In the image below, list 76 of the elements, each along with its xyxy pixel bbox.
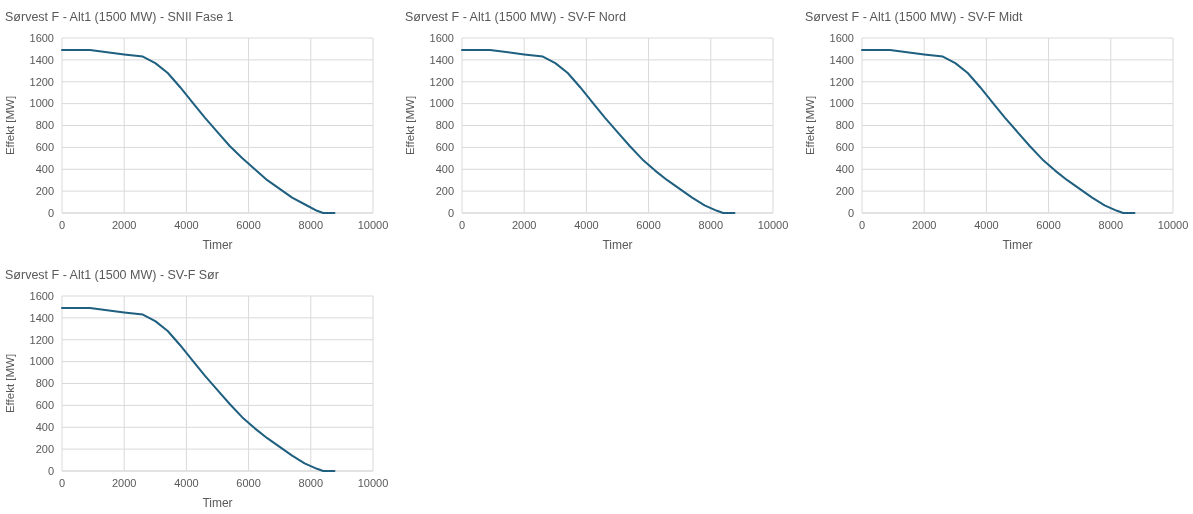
x-tick-label: 2000 (911, 219, 937, 231)
chart-title: Sørvest F - Alt1 (1500 MW) - SV-F Nord (405, 10, 626, 24)
y-tick-label: 1200 (29, 333, 54, 346)
x-axis-title: Timer (202, 496, 233, 510)
y-tick-label: 1400 (429, 53, 454, 66)
y-tick-label: 200 (35, 442, 54, 455)
y-tick-label: 0 (847, 206, 854, 219)
x-tick-label: 0 (458, 219, 466, 231)
y-axis-title: Effekt [MW] (4, 353, 16, 414)
x-tick-label: 6000 (1036, 219, 1061, 231)
y-tick-label: 400 (35, 163, 54, 176)
x-axis-title: Timer (202, 238, 233, 252)
x-tick-label: 4000 (174, 477, 199, 489)
y-tick-label: 800 (835, 119, 854, 132)
chart-title: Sørvest F - Alt1 (1500 MW) - SV-F Midt (805, 10, 1023, 24)
y-tick-label: 200 (435, 184, 454, 197)
y-tick-label: 200 (35, 184, 54, 197)
y-tick-label: 800 (35, 119, 54, 132)
x-tick-label: 6000 (636, 219, 661, 231)
y-tick-label: 1200 (429, 75, 454, 88)
x-tick-label: 8000 (298, 477, 324, 489)
x-tick-label: 10000 (357, 477, 389, 489)
x-tick-label: 4000 (574, 219, 599, 231)
y-tick-label: 200 (835, 184, 854, 197)
line-series (861, 49, 1136, 214)
y-tick-label: 600 (835, 141, 854, 154)
y-tick-label: 400 (435, 163, 454, 176)
y-tick-label: 600 (435, 141, 454, 154)
y-tick-label: 1600 (29, 31, 54, 44)
x-tick-label: 4000 (174, 219, 199, 231)
x-tick-label: 2000 (111, 219, 137, 231)
chart-title: Sørvest F - Alt1 (1500 MW) - SNII Fase 1 (5, 10, 234, 24)
x-tick-label: 0 (58, 477, 66, 489)
x-tick-label: 8000 (298, 219, 324, 231)
y-tick-label: 1600 (829, 31, 854, 44)
x-tick-label: 6000 (236, 477, 261, 489)
x-tick-label: 10000 (757, 219, 789, 231)
x-tick-label: 2000 (111, 477, 137, 489)
x-tick-label: 10000 (1157, 219, 1189, 231)
y-tick-label: 800 (35, 377, 54, 390)
y-tick-label: 1400 (29, 53, 54, 66)
x-tick-label: 6000 (236, 219, 261, 231)
x-axis-title: Timer (1002, 238, 1033, 252)
line-series (61, 49, 336, 214)
x-tick-label: 10000 (357, 219, 389, 231)
x-axis-title: Timer (602, 238, 633, 252)
y-tick-label: 0 (447, 206, 454, 219)
y-tick-label: 1200 (29, 75, 54, 88)
y-tick-label: 1600 (429, 31, 454, 44)
y-axis-title: Effekt [MW] (404, 95, 416, 156)
y-tick-label: 400 (35, 421, 54, 434)
line-series (461, 49, 736, 214)
y-tick-label: 400 (835, 163, 854, 176)
y-tick-label: 1000 (29, 355, 54, 368)
x-tick-label: 0 (58, 219, 66, 231)
y-tick-label: 800 (435, 119, 454, 132)
x-tick-label: 8000 (1098, 219, 1124, 231)
line-series (61, 307, 336, 472)
y-tick-label: 600 (35, 141, 54, 154)
y-tick-label: 0 (47, 206, 54, 219)
x-tick-label: 2000 (511, 219, 537, 231)
y-tick-label: 1200 (829, 75, 854, 88)
y-tick-label: 1400 (29, 311, 54, 324)
y-tick-label: 1400 (829, 53, 854, 66)
y-tick-label: 0 (47, 464, 54, 477)
y-axis-title: Effekt [MW] (4, 95, 16, 156)
x-tick-label: 8000 (698, 219, 724, 231)
y-tick-label: 1000 (829, 97, 854, 110)
x-tick-label: 0 (858, 219, 866, 231)
y-tick-label: 1000 (29, 97, 54, 110)
y-tick-label: 1600 (29, 289, 54, 302)
y-axis-title: Effekt [MW] (804, 95, 816, 156)
chart-title: Sørvest F - Alt1 (1500 MW) - SV-F Sør (5, 268, 219, 282)
y-tick-label: 600 (35, 399, 54, 412)
x-tick-label: 4000 (974, 219, 999, 231)
y-tick-label: 1000 (429, 97, 454, 110)
